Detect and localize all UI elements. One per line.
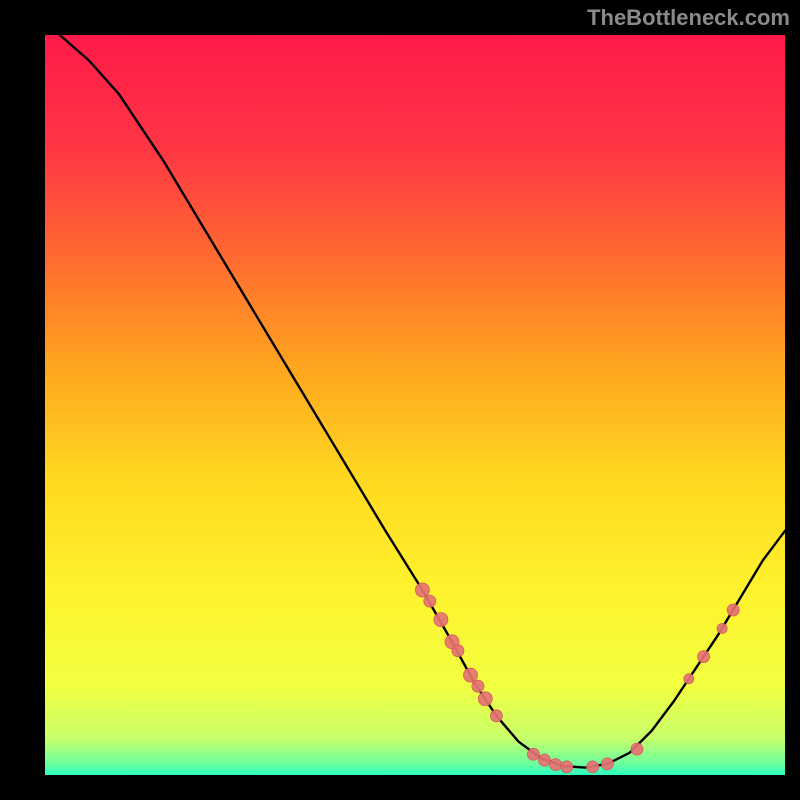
data-marker bbox=[539, 754, 551, 766]
chart-container: TheBottleneck.com bbox=[0, 0, 800, 800]
data-marker bbox=[472, 680, 484, 692]
data-marker bbox=[684, 674, 694, 684]
data-marker bbox=[415, 583, 429, 597]
data-marker bbox=[717, 623, 727, 633]
data-marker bbox=[527, 748, 539, 760]
bottleneck-curve bbox=[60, 35, 785, 768]
data-marker bbox=[434, 613, 448, 627]
data-marker bbox=[490, 710, 502, 722]
data-marker bbox=[478, 692, 492, 706]
data-marker bbox=[631, 743, 643, 755]
data-marker bbox=[727, 604, 739, 616]
data-marker bbox=[464, 668, 478, 682]
data-marker bbox=[424, 595, 436, 607]
data-marker bbox=[550, 759, 562, 771]
watermark-text: TheBottleneck.com bbox=[587, 5, 790, 31]
data-marker bbox=[561, 761, 573, 773]
data-marker bbox=[601, 758, 613, 770]
plot-area bbox=[45, 35, 785, 775]
data-marker bbox=[587, 761, 599, 773]
data-marker bbox=[698, 651, 710, 663]
curve-overlay bbox=[45, 35, 785, 775]
data-marker bbox=[452, 645, 464, 657]
